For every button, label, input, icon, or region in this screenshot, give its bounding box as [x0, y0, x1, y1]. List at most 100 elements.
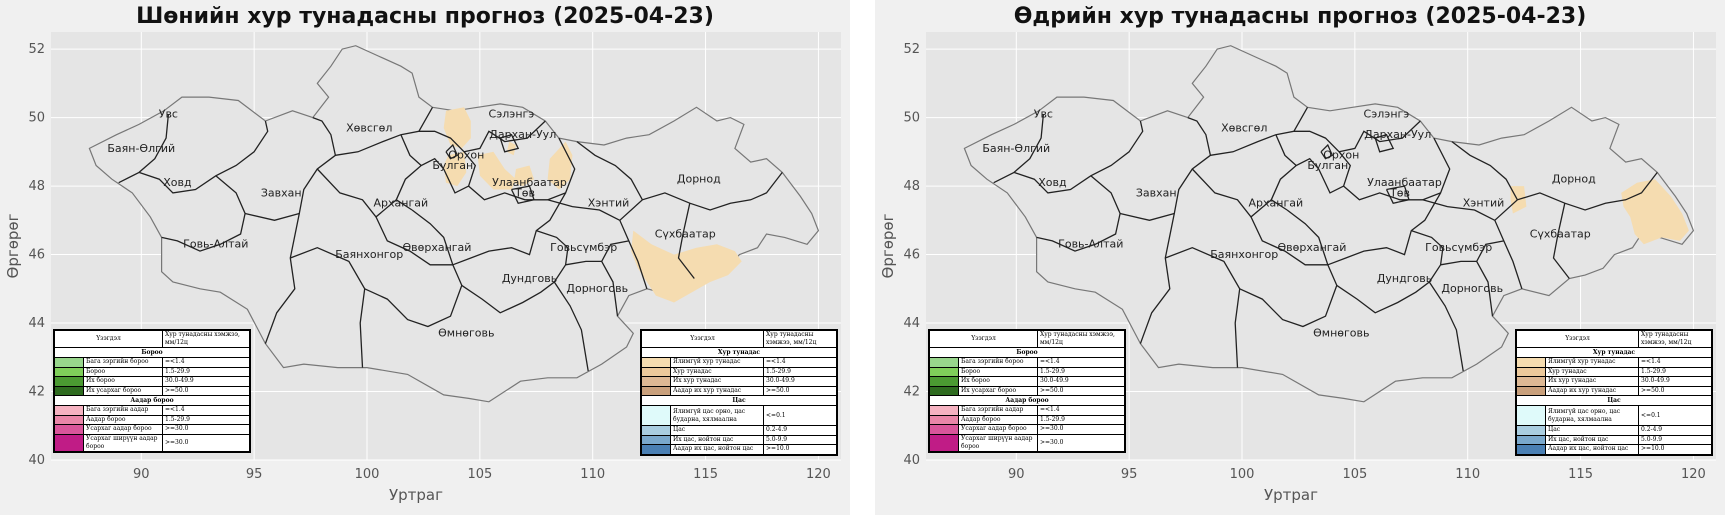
legend-swatch — [54, 385, 84, 396]
x-tick-label: 110 — [580, 467, 605, 482]
y-axis-label: Өргөрөг — [4, 213, 22, 278]
precipitation-area — [1621, 179, 1689, 245]
province-label: Завхан — [1136, 186, 1177, 199]
night-forecast-panel: Шөнийн хур тунадасны прогноз (2025-04-23… — [0, 0, 850, 515]
legend-item-value: >=50.0 — [1638, 385, 1712, 396]
legend-item-label: Цас — [1544, 425, 1640, 436]
legend-swatch — [641, 385, 671, 396]
province-label: Баян-Өлгий — [107, 142, 175, 155]
province-border — [290, 246, 366, 368]
province-label: Улаанбаатар — [492, 176, 567, 189]
legend-item-label: Усархаг аадар бороо — [958, 424, 1038, 435]
province-border — [1327, 192, 1442, 266]
precipitation-area — [631, 230, 742, 303]
legend-swatch — [1516, 444, 1546, 455]
x-tick-label: 100 — [1230, 467, 1255, 482]
province-label: Сэлэнгэ — [1364, 108, 1410, 121]
legend-swatch — [929, 433, 959, 452]
province-label: Архангай — [374, 197, 429, 210]
legend-item-value: >=30.0 — [1037, 433, 1125, 452]
province-label: Дундговь — [502, 272, 557, 285]
legend-item-label: Аадар бороо — [958, 414, 1038, 425]
legend-item-value: >=30.0 — [162, 424, 250, 435]
y-tick-label: 42 — [903, 385, 920, 400]
legend-item-label: Усархаг аадар бороо — [83, 424, 163, 435]
legend-item-value: =<1.4 — [1638, 357, 1712, 368]
legend-item-label: Аадар их цас, нойтон цас — [669, 444, 765, 455]
legend-item-value: =<1.4 — [162, 357, 250, 368]
legend-item-label: Аадар бороо — [83, 414, 163, 425]
legend-item-label: Хур тунадас — [669, 366, 765, 377]
y-axis-label: Өргөрөг — [879, 213, 897, 278]
night-map-title: Шөнийн хур тунадасны прогноз (2025-04-23… — [136, 4, 714, 29]
legend-section-title: Аадар бороо — [929, 395, 1125, 406]
legend-swatch — [641, 444, 671, 455]
x-tick-label: 120 — [1681, 467, 1706, 482]
legend-item-value: 1.5-29.9 — [162, 414, 250, 425]
x-tick-label: 90 — [133, 467, 150, 482]
legend-item-value: 30.0-49.9 — [1037, 376, 1125, 387]
legend-section-title: Аадар бороо — [54, 395, 250, 406]
legend-item-value: >=50.0 — [763, 385, 837, 396]
legend-item-label: Их усархаг бороо — [83, 385, 163, 396]
legend-item-label: Бага зэргийн бороо — [83, 357, 163, 368]
province-border — [1476, 261, 1494, 317]
province-label: Сүхбаатар — [1530, 227, 1591, 240]
legend-item-label: Ялимгүй цас орно, цас бударна, хялмаална — [1544, 405, 1640, 426]
legend-swatch — [929, 357, 959, 368]
legend-section-title: Бороо — [929, 347, 1125, 358]
province-border — [576, 141, 643, 201]
province-label: Дорноговь — [1441, 282, 1503, 295]
province-border — [461, 229, 569, 314]
province-label: Сэлэнгэ — [489, 108, 535, 121]
legend-swatch — [1516, 434, 1546, 445]
province-label: Говьсүмбэр — [1425, 241, 1492, 254]
province-border — [1336, 229, 1444, 314]
province-label: Орхон — [1323, 149, 1359, 162]
legend-item-label: Аадар их хур тунадас — [669, 385, 765, 396]
province-label: Дархан-Уул — [489, 128, 556, 141]
y-tick-label: 52 — [903, 42, 920, 57]
y-tick-label: 52 — [28, 42, 45, 57]
legend-item-value: 30.0-49.9 — [1638, 376, 1712, 387]
province-border — [1338, 120, 1421, 153]
province-label: Говь-Алтай — [183, 238, 248, 251]
legend-item-label: Их цас, нойтон цас — [669, 434, 765, 445]
province-border — [1552, 203, 1570, 279]
country-outline — [88, 45, 820, 403]
province-border — [1286, 209, 1329, 266]
province-border — [1275, 134, 1297, 166]
legend-item-label: Их хур тунадас — [669, 376, 765, 387]
legend-swatch — [929, 414, 959, 425]
y-tick-label: 50 — [28, 111, 45, 126]
province-label: Дорнод — [1552, 173, 1596, 186]
province-border — [1210, 106, 1309, 156]
legend-item-label: Усархаг ширүүн аадар бороо — [83, 433, 163, 452]
legend-swatch — [54, 366, 84, 377]
day-forecast-panel: Өдрийн хур тунадасны прогноз (2025-04-23… — [875, 0, 1725, 515]
y-tick-label: 44 — [28, 316, 45, 331]
y-tick-label: 48 — [28, 179, 45, 194]
legend-swatch — [641, 405, 671, 426]
province-label: Төв — [514, 186, 535, 199]
province-border — [1440, 240, 1504, 266]
legend-item-label: Бороо — [958, 366, 1038, 377]
legend-header-amount: Хур тунадасны хэмжээ, мм/12ц — [1638, 330, 1712, 348]
legend-item-value: =<1.4 — [1037, 405, 1125, 416]
province-label: Хэнтий — [588, 197, 629, 210]
province-border — [1374, 133, 1395, 153]
snow-legend: Үзэгдэл Хур тунадасны хэмжээ, мм/12ц Хур т… — [1515, 329, 1713, 456]
province-border — [264, 213, 300, 344]
province-label: Ховд — [163, 176, 192, 189]
province-border — [1343, 137, 1451, 201]
legend-swatch — [929, 424, 959, 435]
legend-item-value: >=50.0 — [1037, 385, 1125, 396]
legend-item-value: >=10.0 — [763, 444, 837, 455]
day-map-title: Өдрийн хур тунадасны прогноз (2025-04-23… — [1013, 4, 1587, 29]
legend-item-label: Их цас, нойтон цас — [1544, 434, 1640, 445]
legend-item-value: >=10.0 — [1638, 444, 1712, 455]
province-border — [1320, 143, 1334, 160]
legend-swatch — [1516, 405, 1546, 426]
legend-item-label: Бага зэргийн бороо — [958, 357, 1038, 368]
legend-item-value: 1.5-29.9 — [763, 366, 837, 377]
